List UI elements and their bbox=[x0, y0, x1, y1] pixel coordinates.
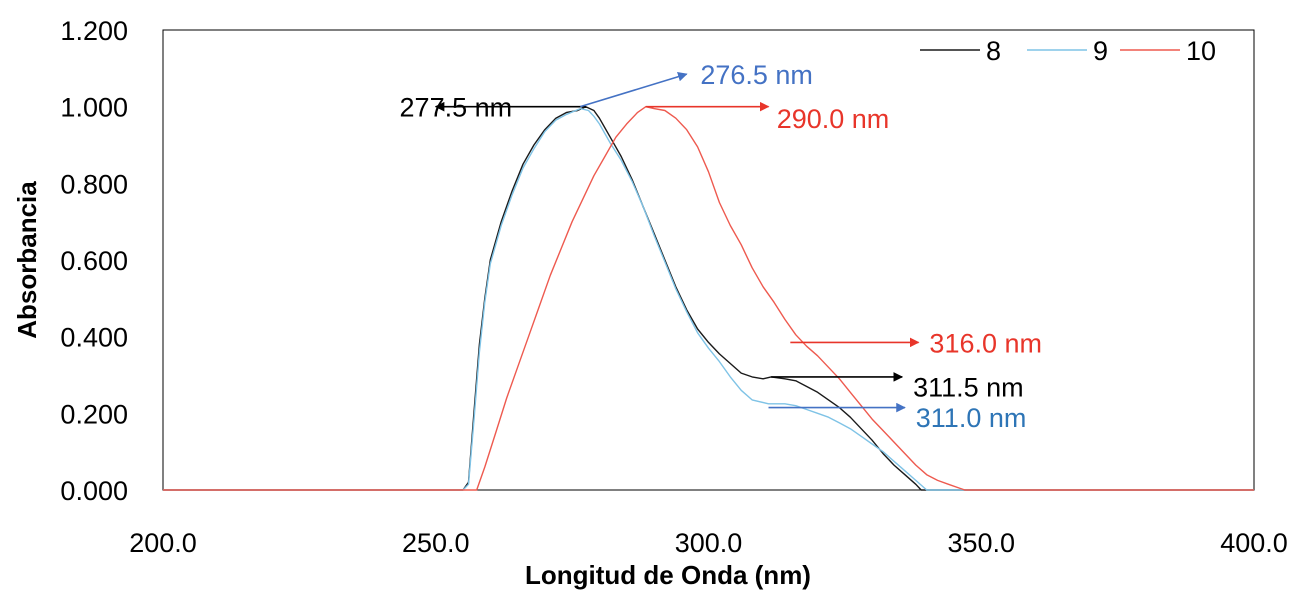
x-tick-label: 400.0 bbox=[1220, 528, 1288, 558]
x-tick-label: 250.0 bbox=[402, 528, 470, 558]
annotation-label: 290.0 nm bbox=[777, 104, 890, 134]
series-line-10 bbox=[163, 105, 1254, 491]
x-axis-title: Longitud de Onda (nm) bbox=[525, 560, 811, 590]
y-tick-label: 1.200 bbox=[60, 16, 128, 46]
x-tick-label: 200.0 bbox=[129, 528, 197, 558]
series-line-9 bbox=[163, 107, 1254, 491]
y-tick-label: 0.600 bbox=[60, 246, 128, 276]
y-tick-label: 1.000 bbox=[60, 93, 128, 123]
peak-annotations: 277.5 nm 276.5 nm 290.0 nm 316.0 nm 311.5 nm… bbox=[400, 60, 1042, 433]
annotation-label: 276.5 nm bbox=[700, 60, 813, 90]
legend-label-10: 10 bbox=[1186, 36, 1216, 66]
legend-label-9: 9 bbox=[1093, 36, 1108, 66]
y-axis-title: Absorbancia bbox=[12, 181, 42, 339]
y-tick-label: 0.800 bbox=[60, 169, 128, 199]
y-tick-label: 0.200 bbox=[60, 399, 128, 429]
annotation-arrow bbox=[580, 72, 688, 108]
x-tick-label: 350.0 bbox=[947, 528, 1015, 558]
annotation-label: 311.0 nm bbox=[916, 403, 1027, 433]
y-axis-ticks: 0.000 0.200 0.400 0.600 0.800 1.000 1.200 bbox=[60, 16, 128, 506]
y-tick-label: 0.000 bbox=[60, 476, 128, 506]
x-axis-ticks: 200.0 250.0 300.0 350.0 400.0 bbox=[129, 528, 1288, 558]
annotation-label: 277.5 nm bbox=[400, 93, 513, 123]
series-lines bbox=[163, 105, 1254, 491]
y-tick-label: 0.400 bbox=[60, 323, 128, 353]
series-line-8 bbox=[163, 105, 1254, 491]
legend-label-8: 8 bbox=[986, 36, 1001, 66]
annotation-label: 316.0 nm bbox=[929, 328, 1042, 358]
plot-area bbox=[162, 29, 1255, 491]
x-tick-label: 300.0 bbox=[675, 528, 743, 558]
annotation-label: 311.5 nm bbox=[913, 373, 1024, 403]
legend: 8 9 10 bbox=[920, 36, 1216, 66]
